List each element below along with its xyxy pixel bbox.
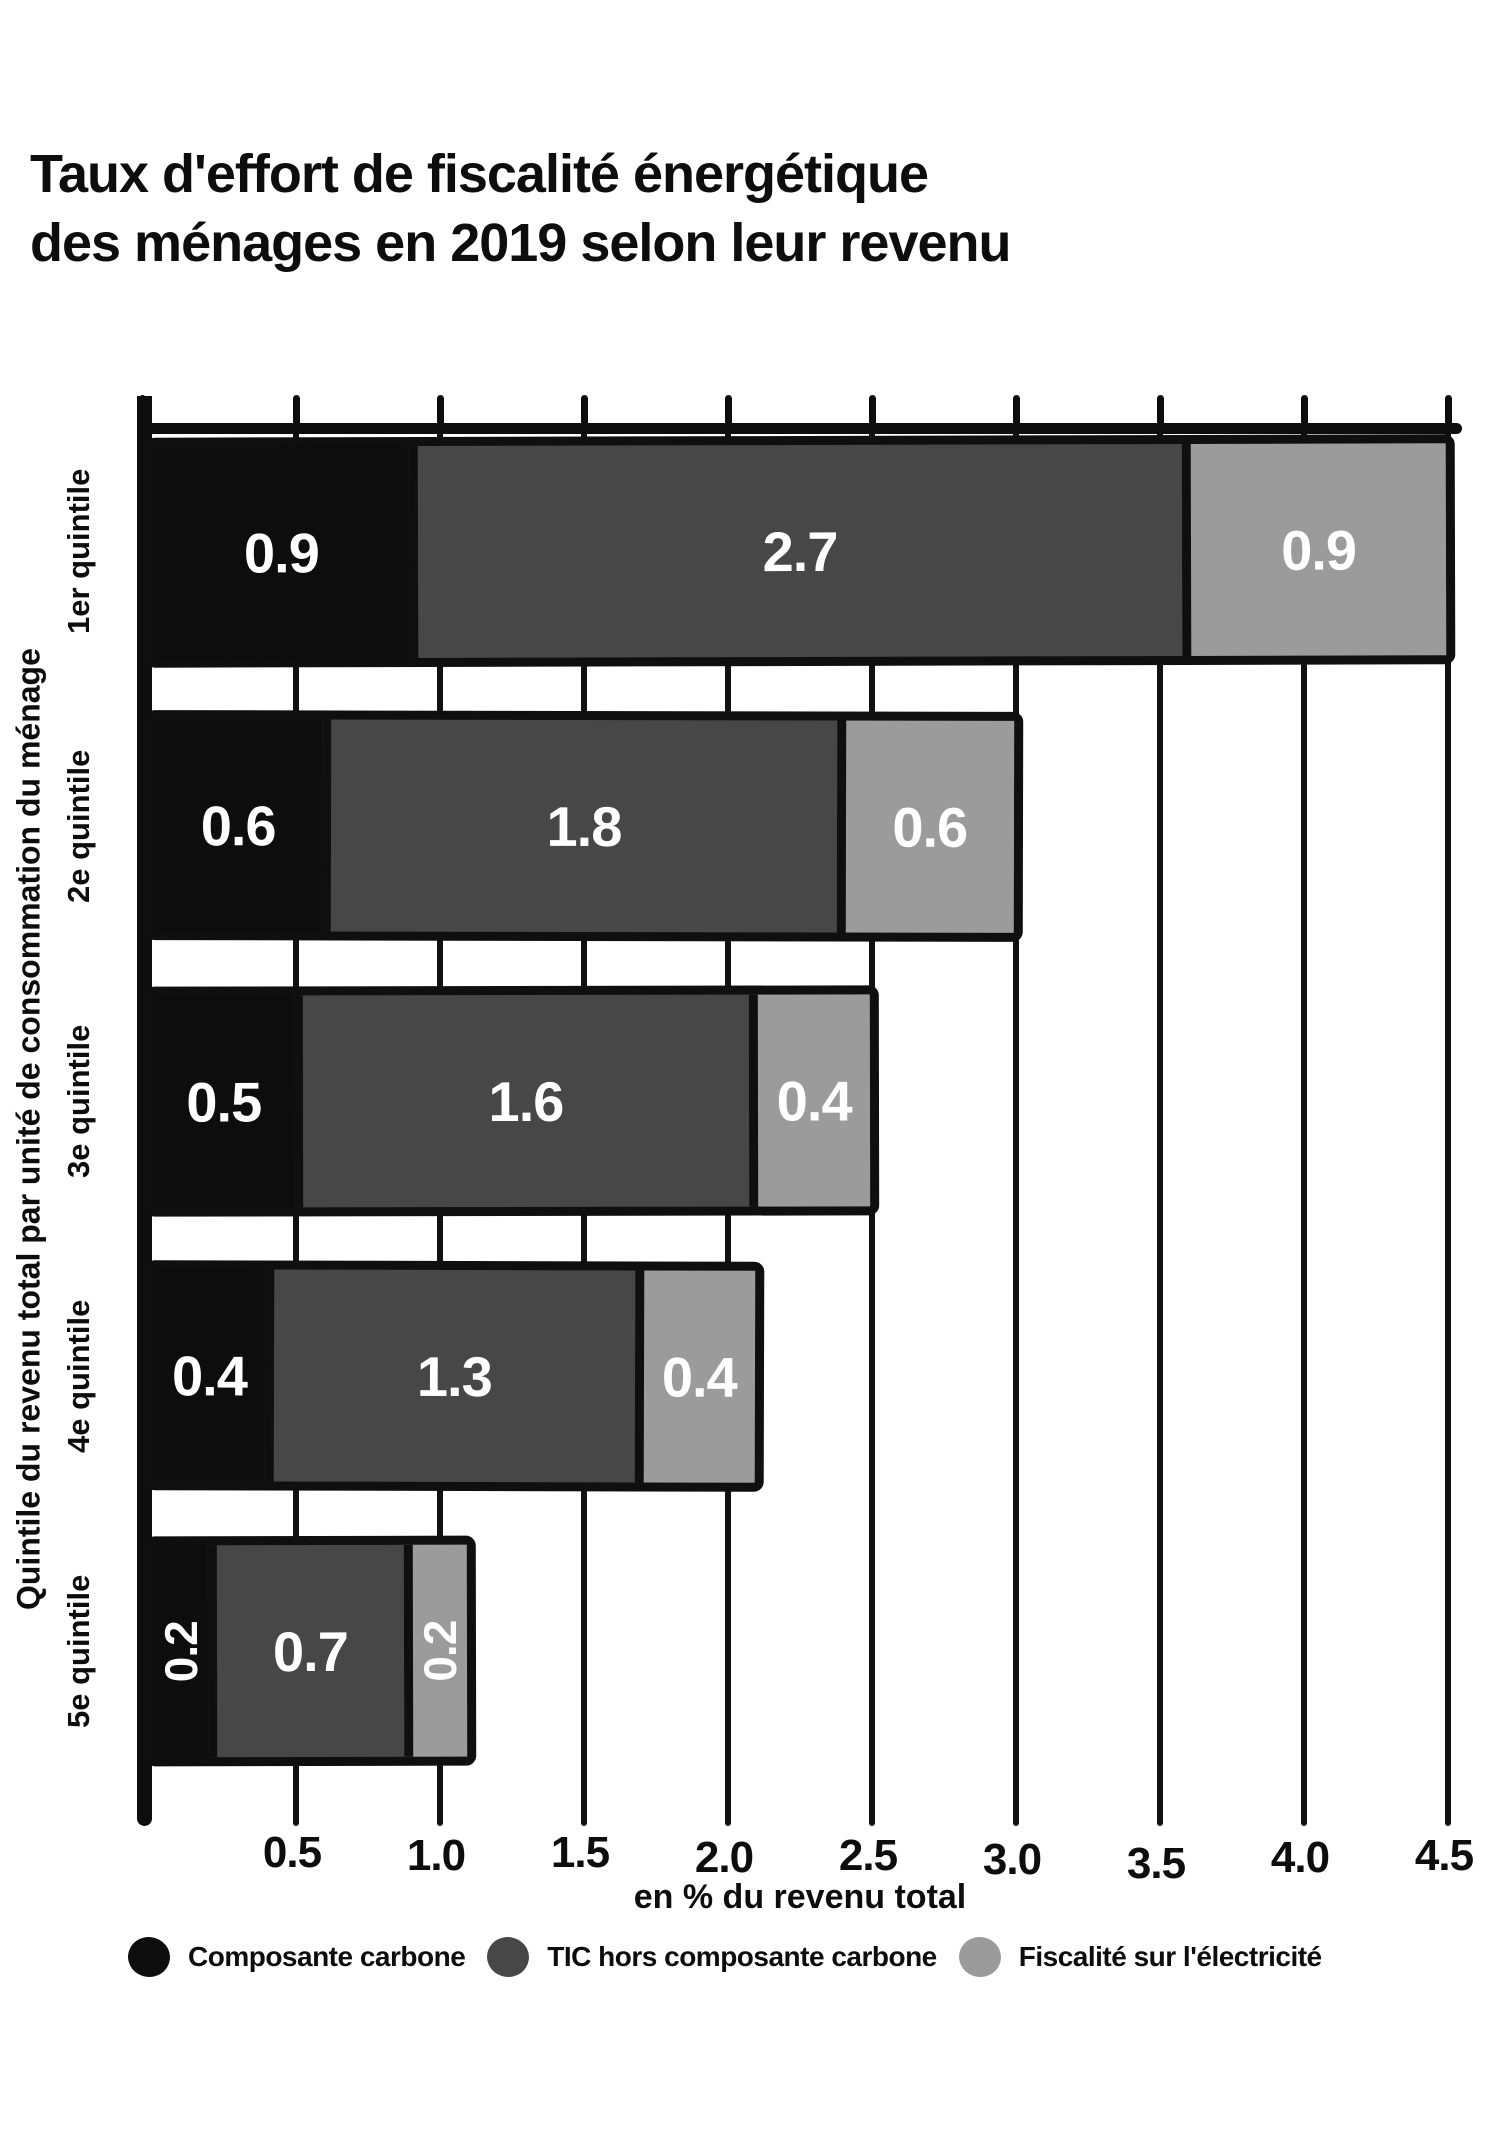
bar-segment-Fiscalité-sur-l'électricité: 0.6 (836, 720, 1015, 933)
y-category-label-3: 3e quintile (61, 1024, 96, 1178)
legend: Composante carbone TIC hors composante ca… (125, 1928, 1488, 1986)
y-category-label-4: 4e quintile (61, 1299, 96, 1453)
bar-value-label: 2.7 (762, 519, 838, 583)
bar-segment-Fiscalité-sur-l'électricité: 0.2 (403, 1544, 468, 1757)
bar-value-label: 1.3 (416, 1344, 492, 1408)
bar-value-label: 0.9 (243, 520, 319, 584)
bar-segment-Fiscalité-sur-l'électricité: 0.4 (634, 1270, 756, 1483)
bar-value-label: 0.2 (413, 1620, 467, 1682)
bar-value-label: 0.4 (661, 1345, 737, 1409)
x-tick-label-1.5: 1.5 (550, 1828, 610, 1877)
gridline-4.5 (1445, 434, 1451, 1826)
bar-value-label: 0.5 (186, 1069, 262, 1134)
x-tick-label-0.5: 0.5 (262, 1828, 322, 1877)
bar-value-label: 0.9 (1281, 518, 1357, 582)
axis-tick-0.5 (292, 395, 300, 427)
legend-marker-circle-icon (956, 1934, 1004, 1980)
x-axis-title: en % du revenu total (633, 1878, 967, 1916)
bar-5e-quintile: 0.2 0.7 0.2 (144, 1535, 477, 1767)
axis-tick-3.0 (1012, 395, 1020, 427)
bar-segment-TIC-hors-composante-carbone: 1.8 (322, 719, 837, 933)
bar-value-label: 0.6 (892, 795, 968, 859)
x-tick-label-2.0: 2.0 (694, 1833, 754, 1882)
bar-value-label: 1.6 (488, 1069, 564, 1133)
bar-segment-Fiscalité-sur-l'électricité: 0.4 (749, 994, 871, 1207)
axis-tick-3.5 (1156, 395, 1164, 427)
bar-value-label: 0.2 (154, 1620, 207, 1682)
bar-1er-quintile: 0.9 2.7 0.9 (144, 434, 1456, 668)
legend-item-TIC-hors-composante-carbone: TIC hors composante carbone (484, 1934, 937, 1980)
gridline-3.5 (1157, 434, 1163, 1826)
y-axis-title: Quintile du revenu total par unité de co… (10, 648, 47, 1610)
gridline-4.0 (1301, 434, 1307, 1826)
bar-segment-Composante-carbone: 0.5 (153, 995, 294, 1208)
chart-title-line2: des ménages en 2019 selon leur revenu (30, 213, 1011, 274)
bar-segment-TIC-hors-composante-carbone: 2.7 (408, 443, 1183, 659)
bar-segment-Composante-carbone: 0.4 (153, 1269, 266, 1482)
axis-tick-1.0 (436, 395, 444, 427)
chart-title: Taux d'effort de fiscalité énergétique d… (30, 140, 1011, 278)
y-category-label-2: 2e quintile (61, 749, 96, 903)
chart-title-line1: Taux d'effort de fiscalité énergétique (30, 144, 929, 204)
bar-value-label: 0.4 (171, 1343, 248, 1407)
legend-marker-circle-icon (484, 1934, 532, 1980)
bar-segment-TIC-hors-composante-carbone: 0.7 (207, 1544, 405, 1758)
bar-3e-quintile: 0.5 1.6 0.4 (144, 985, 880, 1217)
axis-tick-1.5 (580, 395, 588, 427)
bar-4e-quintile: 0.4 1.3 0.4 (144, 1260, 765, 1492)
x-tick-label-1.0: 1.0 (406, 1831, 466, 1880)
bar-segment-Composante-carbone: 0.9 (153, 446, 410, 659)
axis-tick-4.5 (1444, 395, 1452, 427)
legend-marker-circle-icon (125, 1934, 173, 1980)
axis-tick-2.5 (868, 395, 876, 427)
bar-segment-TIC-hors-composante-carbone: 1.3 (264, 1269, 636, 1483)
bar-segment-Composante-carbone: 0.6 (153, 719, 323, 932)
axis-tick-2.0 (724, 395, 732, 427)
bar-segment-Fiscalité-sur-l'électricité: 0.9 (1181, 443, 1447, 656)
legend-item-label: TIC hors composante carbone (547, 1941, 937, 1972)
bar-2e-quintile: 0.6 1.8 0.6 (144, 710, 1024, 942)
plot-area: 0.9 2.7 0.9 0.6 1.8 0.6 0.5 1.6 0.4 0.4 1.3 0.4 0.2 0… (137, 395, 1474, 1888)
y-category-label-5: 5e quintile (61, 1574, 96, 1728)
top-axis-line (138, 423, 1462, 434)
x-tick-label-4.0: 4.0 (1270, 1833, 1330, 1882)
bar-value-label: 0.7 (272, 1619, 348, 1683)
bar-value-label: 0.4 (776, 1068, 852, 1133)
axis-tick-4.0 (1300, 395, 1308, 427)
gridline-3.0 (1013, 434, 1019, 1826)
bar-segment-TIC-hors-composante-carbone: 1.6 (293, 994, 750, 1208)
x-tick-label-3.0: 3.0 (982, 1835, 1042, 1884)
legend-item-Fiscalité-sur-l'électricité: Fiscalité sur l'électricité (956, 1934, 1322, 1980)
y-category-label-1: 1er quintile (61, 468, 96, 634)
bar-segment-Composante-carbone: 0.2 (153, 1545, 208, 1758)
x-tick-label-4.5: 4.5 (1414, 1831, 1474, 1880)
bar-value-label: 1.8 (546, 794, 622, 858)
legend-item-Composante-carbone: Composante carbone (125, 1934, 466, 1980)
legend-item-label: Composante carbone (188, 1941, 466, 1972)
x-tick-label-2.5: 2.5 (838, 1831, 898, 1880)
x-tick-label-3.5: 3.5 (1126, 1839, 1186, 1888)
bar-value-label: 0.6 (200, 793, 276, 857)
legend-item-label: Fiscalité sur l'électricité (1018, 1941, 1322, 1972)
